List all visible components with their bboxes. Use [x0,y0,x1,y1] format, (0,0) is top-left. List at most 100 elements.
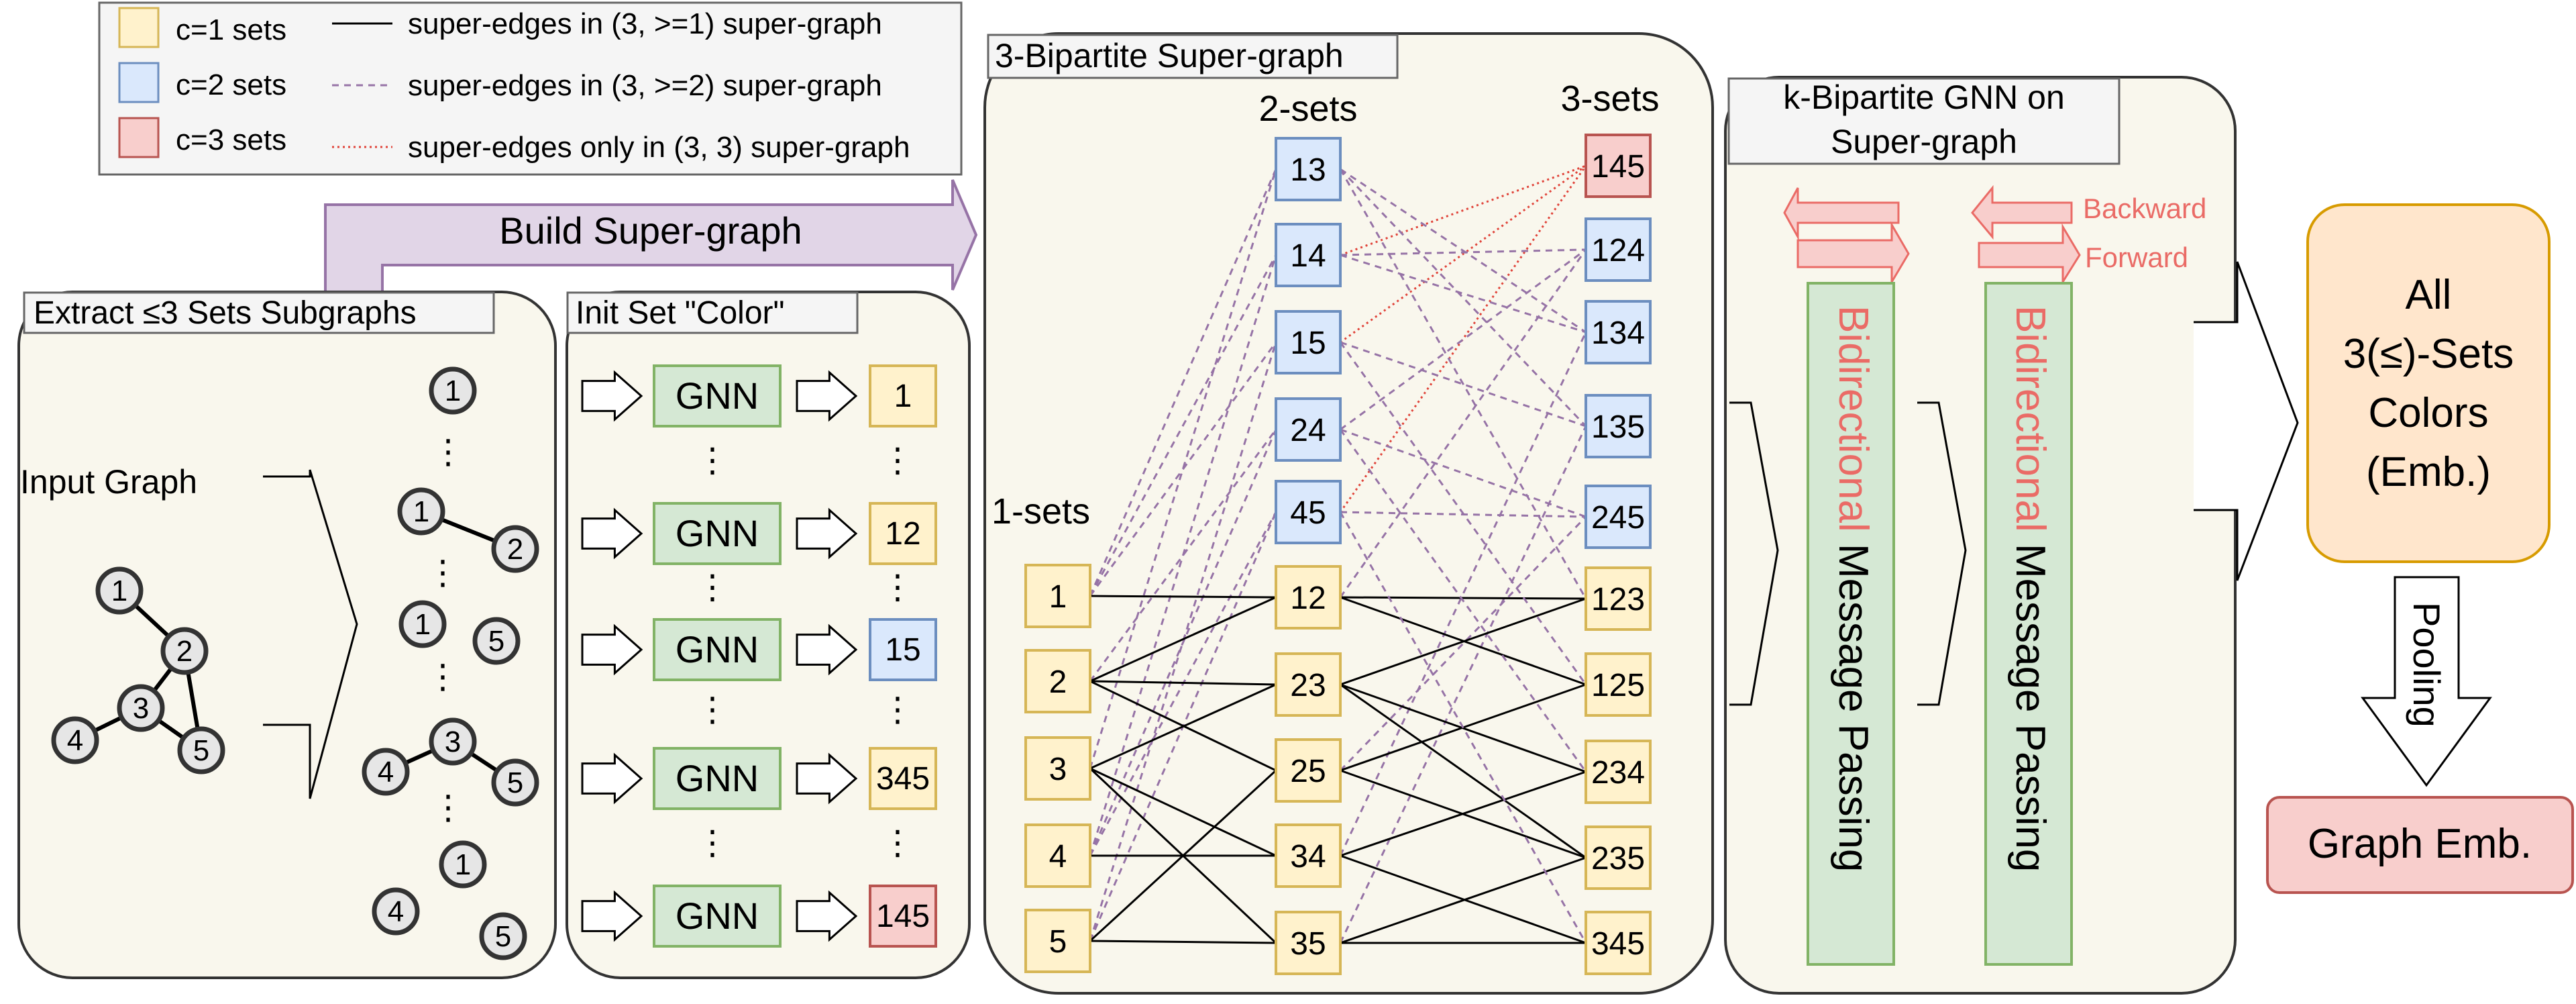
graph-node-label: 5 [193,734,209,767]
super-edge-dashed [1089,342,1277,942]
1-set-node-label: 1 [1049,579,1067,615]
extracted-subgraphs: 1⋮12⋮15⋮34 5⋮145 [362,366,539,960]
supergraph-panel-box [983,32,1714,995]
message-passing-text-2: Bidirectional Message Passing [2007,305,2053,872]
input-arrow [581,890,643,942]
build-supergraph-arrow: Build Super-graph [324,179,978,297]
graph-node-label: 3 [445,725,461,758]
super-edge-dashed [1340,248,1587,256]
2-set-node-label: 24 [1290,413,1326,448]
legend-set-label: c=1 sets [176,13,286,46]
gnn-label: GNN [676,628,759,670]
legend-swatch-c3 [118,117,160,158]
all-sets-colors-line: Colors [2368,390,2488,436]
input-graph-node-5: 5 [177,726,225,774]
supergraph-panel: 3-Bipartite Super-graph 2-sets 3-sets 1-… [983,32,1714,995]
extract-panel: Extract ≤3 Sets Subgraphs Input Graph 1 2… [17,291,557,979]
3-set-node-label: 124 [1591,233,1645,268]
extract-chevron-arrow [263,469,358,799]
subgraph-node-4: 4 [372,887,420,936]
output-arrow [796,507,858,560]
gnn-box [653,618,782,681]
init-output-box [869,885,937,948]
input-graph-node-3: 3 [117,684,165,732]
3-set-node-label: 235 [1591,841,1645,876]
super-edge-dashed [1339,425,1587,944]
super-edge-dashed [1339,511,1587,944]
message-passing-text-1: Bidirectional Message Passing [1830,305,1876,872]
input-graph-node-4: 4 [51,716,99,764]
init-output-box [869,618,937,681]
backward-arrow-2 [1971,185,2073,240]
all-sets-colors-box [2306,203,2551,563]
input-graph-node-1: 1 [95,566,144,615]
graph-node-label: 1 [445,374,461,407]
gnn-input-chevron [1729,401,1779,706]
legend-edge-label: super-edges in (3, >=2) super-graph [408,69,882,102]
3-set-node [1585,485,1652,549]
pooling-label: Pooling [2406,602,2448,727]
1-set-node-label: 3 [1049,752,1067,787]
3-set-node-label: 245 [1591,500,1645,536]
2-set-node [1275,397,1342,462]
2-set-node [1275,565,1342,630]
2-set-node [1275,738,1342,803]
super-edge-dashed [1339,515,1587,772]
input-graph: 1 234 5 [51,566,225,774]
super-edge-dashed [1089,168,1277,769]
super-edge-dashed [1339,342,1587,685]
message-passing-word-2: Message Passing [2007,532,2053,872]
graph-node-label: 1 [415,608,431,641]
1-set-node [1024,649,1091,713]
3-set-node [1585,825,1652,890]
legend-edge-label: super-edges in (3, >=1) super-graph [408,7,882,40]
super-edge-dashed [1340,254,1587,334]
forward-arrow-1 [1796,221,1910,286]
ellipsis: ⋮ [881,691,914,728]
bidirectional-word-1: Bidirectional [1830,305,1876,532]
super-edge-solid [1089,680,1277,686]
graph-node-label: 2 [176,635,193,668]
gnn-label: GNN [676,374,759,417]
supergraph-panel-title: 3-Bipartite Super-graph [995,37,1344,74]
3-set-node [1585,394,1652,458]
col2-title: 2-sets [1258,89,1357,129]
2-set-node-label: 13 [1290,152,1326,188]
graph-node-label: 1 [111,574,127,607]
ellipsis: ⋮ [696,568,729,606]
3-set-node-label: 345 [1591,926,1645,962]
input-arrow [581,507,643,560]
3-set-node [1585,217,1652,282]
input-graph-label: Input Graph [20,463,197,501]
init-output-box [869,747,937,810]
2-set-node [1275,823,1342,888]
backward-label: Backward [2083,193,2206,224]
legend-box [98,1,963,176]
2-set-node-label: 14 [1290,238,1326,274]
1-set-node [1024,909,1091,973]
graph-node-label: 1 [455,848,471,881]
ellipsis: ⋮ [696,691,729,728]
ellipsis: ⋮ [431,789,465,826]
3-set-node-label: 135 [1591,409,1645,445]
extract-panel-title: Extract ≤3 Sets Subgraphs [34,295,417,331]
3-set-node [1585,911,1652,975]
input-arrow [581,370,643,422]
1-set-node [1024,564,1091,628]
subgraph-node-5: 5 [491,758,539,807]
legend-set-label: c=3 sets [176,123,286,156]
graph-node-label: 2 [507,533,523,566]
ellipsis: ⋮ [881,442,914,479]
graph-node-label: 5 [507,766,523,799]
1-set-node-label: 2 [1049,664,1067,700]
3-set-node-label: 234 [1591,755,1645,791]
subgraph-node-1: 1 [398,600,447,648]
graph-node-label: 5 [488,625,504,658]
init-output-label: 345 [876,761,930,797]
super-edge-solid [1340,596,1587,600]
all-sets-colors-line: All [2406,272,2452,318]
super-edge-dashed [1089,254,1277,597]
init-panel-title: Init Set "Color" [576,295,785,331]
output-chevron-arrow [2194,261,2299,581]
